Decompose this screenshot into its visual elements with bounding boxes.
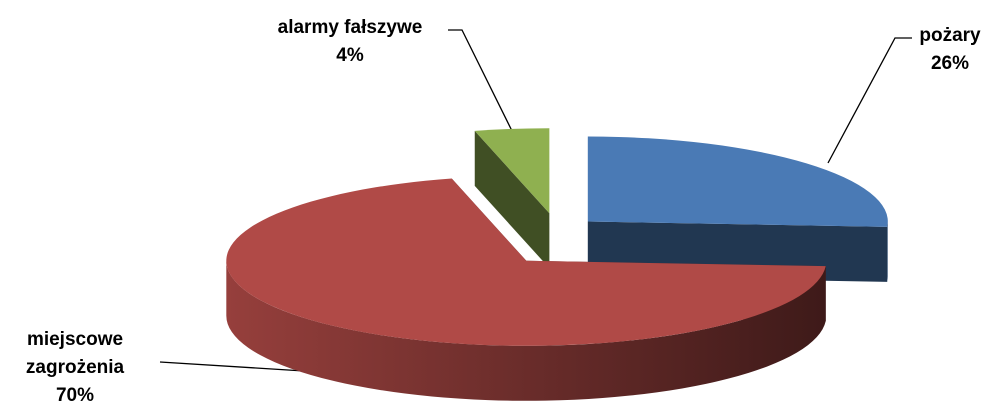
leader-line	[448, 29, 516, 138]
slice	[474, 128, 550, 269]
leader-line	[827, 37, 912, 164]
slice-top	[226, 178, 826, 346]
category-label: miejscowe zagrożenia	[25, 329, 125, 378]
slice-side	[226, 260, 826, 401]
category-label: pożary	[919, 25, 981, 46]
slice-label: miejscowe zagrożenia 70%	[0, 326, 150, 410]
slice	[587, 136, 888, 282]
slice-label: pożary 26%	[900, 22, 998, 78]
value-label: 26%	[930, 53, 970, 74]
slice-label: alarmy fałszywe 4%	[250, 14, 450, 70]
category-label: alarmy fałszywe	[277, 17, 423, 38]
slice	[226, 178, 826, 401]
slice-wall	[474, 130, 550, 269]
slice-top	[587, 136, 888, 227]
leader-line	[159, 361, 321, 373]
slice-side	[887, 221, 888, 282]
value-label: 70%	[55, 385, 95, 406]
value-label: 4%	[336, 45, 364, 66]
slice-top	[474, 128, 550, 214]
